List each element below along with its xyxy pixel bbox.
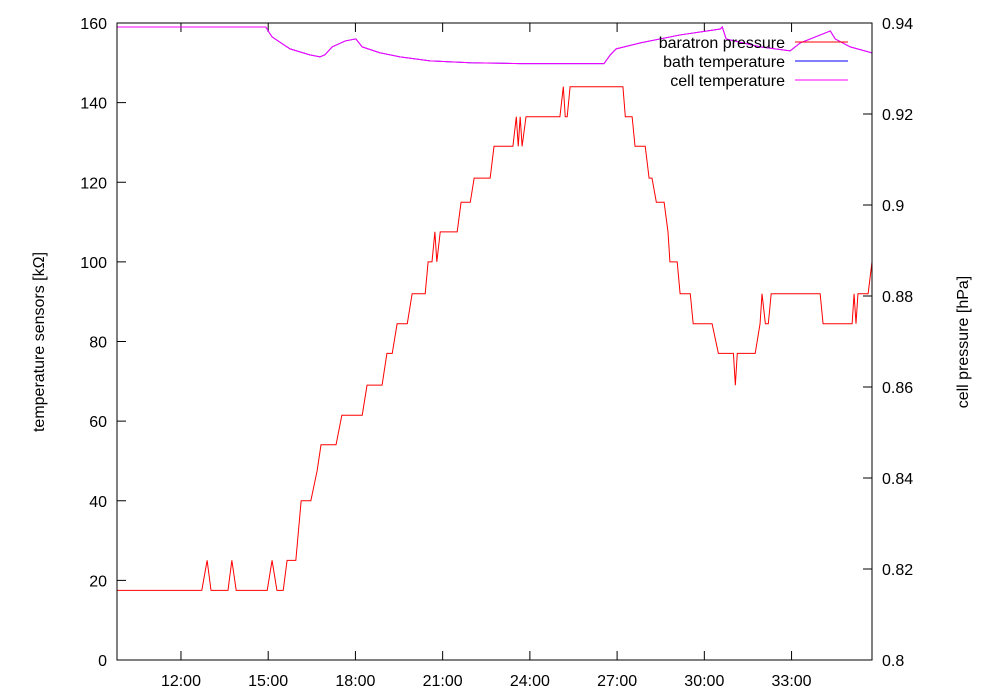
y2-tick-label: 0.84 [882, 471, 913, 488]
y-tick-label: 20 [89, 573, 107, 590]
y-tick-label: 40 [89, 494, 107, 511]
y-axis-label: temperature sensors [kΩ] [31, 252, 48, 432]
x-tick-label: 12:00 [161, 673, 201, 690]
legend-label: bath temperature [663, 54, 785, 71]
y-tick-label: 140 [80, 96, 107, 113]
y2-tick-label: 0.8 [882, 653, 904, 670]
y2-tick-label: 0.92 [882, 107, 913, 124]
x-tick-label: 24:00 [510, 673, 550, 690]
legend-label: cell temperature [670, 73, 785, 90]
y-tick-label: 160 [80, 16, 107, 33]
y2-tick-label: 0.82 [882, 562, 913, 579]
x-tick-label: 27:00 [597, 673, 637, 690]
y2-tick-label: 0.9 [882, 198, 904, 215]
series-line [117, 26, 872, 65]
x-tick-label: 21:00 [423, 673, 463, 690]
y2-tick-label: 0.94 [882, 16, 913, 33]
y-tick-label: 0 [98, 653, 107, 670]
y-tick-label: 100 [80, 255, 107, 272]
legend-label: baratron pressure [659, 35, 785, 52]
y-tick-label: 60 [89, 414, 107, 431]
plot-frame [116, 22, 873, 661]
y-tick-label: 120 [80, 175, 107, 192]
y2-axis-label: cell pressure [hPa] [955, 276, 972, 409]
x-tick-label: 30:00 [684, 673, 724, 690]
y-tick-label: 80 [89, 335, 107, 352]
x-tick-label: 15:00 [248, 673, 288, 690]
y2-tick-label: 0.88 [882, 289, 913, 306]
series-line [117, 86, 872, 591]
y2-tick-label: 0.86 [882, 380, 913, 397]
x-tick-label: 33:00 [772, 673, 812, 690]
x-tick-label: 18:00 [335, 673, 375, 690]
